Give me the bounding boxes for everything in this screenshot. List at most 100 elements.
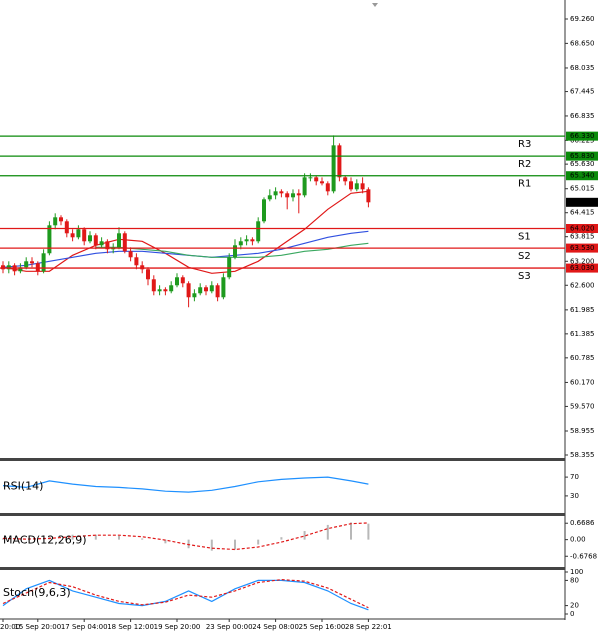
panel-separator bbox=[0, 567, 565, 570]
candle-body bbox=[163, 289, 168, 292]
candle-body bbox=[24, 261, 29, 268]
x-tick-label: 25 Sep 16:00 bbox=[299, 623, 346, 631]
pivot-price-label: 63.030 bbox=[570, 264, 595, 272]
candle-body bbox=[320, 181, 324, 184]
candle-body bbox=[64, 221, 69, 234]
candle-body bbox=[209, 285, 214, 292]
candle-body bbox=[192, 293, 197, 298]
candle-body bbox=[233, 245, 237, 258]
candle-body bbox=[47, 225, 52, 254]
candle-body bbox=[117, 233, 121, 248]
candle-body bbox=[59, 217, 63, 222]
macd-bar bbox=[164, 539, 167, 544]
candle-body bbox=[308, 177, 313, 179]
y-tick-label: 67.445 bbox=[570, 88, 595, 96]
candle-body bbox=[250, 239, 255, 242]
pivot-price-label: 64.020 bbox=[570, 225, 595, 233]
macd-bar bbox=[234, 539, 236, 550]
candle-body bbox=[180, 277, 185, 284]
candle-body bbox=[325, 183, 330, 192]
y-tick-label: 60.170 bbox=[570, 378, 595, 386]
pivot-level-name: S3 bbox=[518, 271, 531, 282]
last-price-label: 64.675 bbox=[570, 198, 595, 206]
candle-body bbox=[256, 221, 261, 242]
indicator-title: RSI(14) bbox=[3, 480, 43, 493]
candle-body bbox=[35, 263, 40, 272]
pivot-price-box bbox=[566, 151, 598, 161]
candle-body bbox=[227, 257, 232, 278]
pivot-price-box bbox=[566, 131, 598, 141]
candle-body bbox=[30, 261, 34, 264]
candle-body bbox=[279, 191, 284, 194]
candle-body bbox=[76, 229, 81, 238]
y-tick-label: 61.385 bbox=[570, 330, 595, 338]
macd-bar bbox=[280, 537, 283, 540]
macd-bar bbox=[141, 538, 144, 540]
macd-bar bbox=[257, 539, 260, 545]
candle-body bbox=[169, 285, 174, 292]
shift-marker bbox=[372, 3, 378, 7]
macd-bar bbox=[118, 535, 120, 540]
candle-body bbox=[291, 193, 295, 198]
candle-body bbox=[175, 277, 179, 286]
pivot-price-box bbox=[566, 171, 598, 181]
candle-body bbox=[244, 239, 249, 242]
signal-line bbox=[2, 522, 369, 551]
candle-body bbox=[41, 253, 46, 272]
macd-bar bbox=[2, 538, 4, 540]
candle-body bbox=[366, 189, 371, 203]
x-tick-label: 19 Sep 20:00 bbox=[154, 623, 201, 631]
x-tick-label: 23 Sep 00:00 bbox=[206, 623, 253, 631]
y-tick-label: 60.785 bbox=[570, 354, 595, 362]
candle-body bbox=[82, 229, 87, 242]
candle-body bbox=[273, 191, 278, 196]
candle-body bbox=[146, 269, 150, 280]
candle-body bbox=[285, 193, 290, 198]
candle-body bbox=[140, 265, 145, 270]
y-tick-label: 100 bbox=[570, 568, 583, 576]
macd-bar bbox=[94, 534, 97, 540]
candle-body bbox=[70, 233, 75, 238]
pivot-price-label: 65.830 bbox=[570, 152, 595, 160]
pivot-price-box bbox=[566, 224, 598, 234]
y-tick-label: 70 bbox=[570, 473, 579, 481]
x-tick-label: 24 Sep 08:00 bbox=[252, 623, 299, 631]
candle-body bbox=[1, 265, 5, 270]
candle-body bbox=[337, 145, 342, 178]
y-tick-label: 0.00 bbox=[570, 536, 586, 544]
macd-bar bbox=[350, 522, 352, 540]
macd-bar bbox=[326, 524, 329, 540]
macd-bar bbox=[210, 539, 213, 551]
candle-body bbox=[18, 267, 23, 272]
indicator-line bbox=[2, 578, 369, 609]
candle-body bbox=[134, 257, 139, 266]
last-price-box bbox=[566, 197, 598, 207]
y-tick-label: 65.630 bbox=[570, 160, 595, 168]
macd-bar bbox=[303, 531, 306, 540]
y-tick-label: 20 bbox=[570, 602, 579, 610]
indicator-line bbox=[2, 476, 369, 493]
y-tick-label: 62.600 bbox=[570, 281, 595, 289]
pivot-level-name: R1 bbox=[518, 179, 531, 190]
macd-bar bbox=[187, 539, 190, 549]
candle-body bbox=[267, 195, 272, 200]
y-tick-label: 64.415 bbox=[570, 209, 595, 217]
y-tick-label: 0 bbox=[570, 610, 574, 618]
indicator-line bbox=[2, 579, 369, 611]
x-tick-label: 18 Sep 12:00 bbox=[107, 623, 154, 631]
x-tick-label: 17 Sep 04:00 bbox=[61, 623, 108, 631]
macd-bar bbox=[71, 534, 74, 540]
candle-body bbox=[238, 241, 243, 246]
candle-body bbox=[198, 287, 203, 294]
pivot-level-name: S2 bbox=[518, 251, 531, 262]
candle-body bbox=[93, 235, 98, 246]
candle-body bbox=[296, 193, 301, 196]
pivot-price-box bbox=[566, 263, 598, 273]
pivot-price-label: 63.530 bbox=[570, 244, 595, 252]
indicator-title: MACD(12,26,9) bbox=[3, 534, 87, 547]
y-tick-label: 69.260 bbox=[570, 15, 595, 23]
candle-body bbox=[122, 233, 127, 252]
y-tick-label: 80 bbox=[570, 576, 579, 584]
indicator-title: Stoch(9,6,3) bbox=[3, 586, 71, 599]
